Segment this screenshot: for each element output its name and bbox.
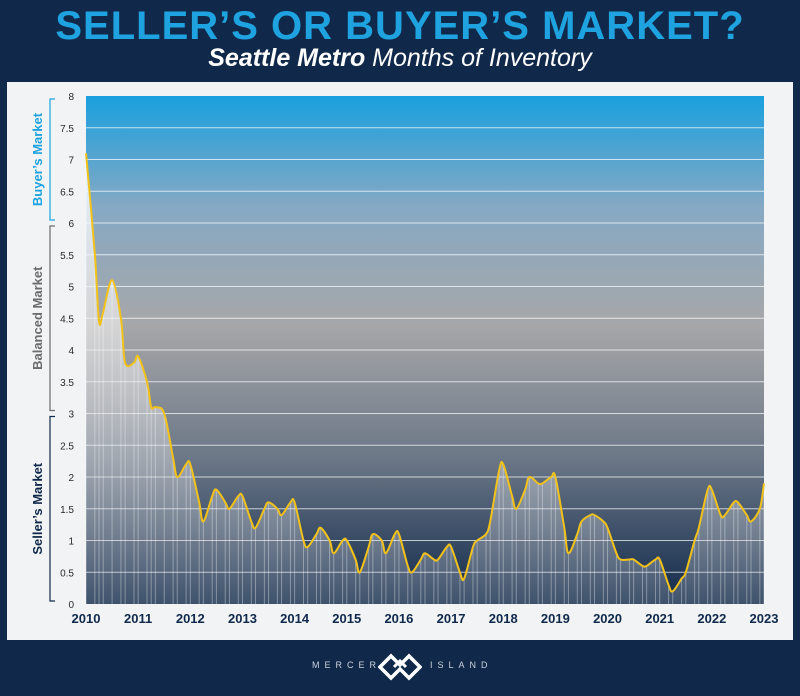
- x-tick-label: 2013: [228, 611, 257, 626]
- y-tick-label: 2: [68, 473, 74, 484]
- x-tick-label: 2020: [593, 611, 622, 626]
- x-tick-label: 2016: [384, 611, 413, 626]
- market-band-label: Balanced Market: [30, 266, 45, 370]
- y-tick-label: 4.5: [60, 314, 74, 325]
- market-band-bracket: [49, 98, 55, 221]
- x-axis: 2010 2011 2012 2013 2014 2015 2016 2017 2018 2019…: [72, 611, 779, 626]
- x-tick-label: 2010: [72, 611, 101, 626]
- market-band-bracket: [49, 415, 55, 602]
- y-tick-label: 5.5: [60, 251, 74, 262]
- x-tick-label: 2023: [750, 611, 779, 626]
- y-tick-label: 8: [68, 92, 74, 103]
- chart-title: SELLER’S OR BUYER’S MARKET?: [55, 4, 745, 48]
- windermere-logo-icon: [378, 653, 422, 681]
- y-tick-label: 1: [68, 537, 74, 548]
- y-tick-label: 5: [68, 283, 74, 294]
- y-tick-label: 7.5: [60, 124, 74, 135]
- x-tick-label: 2014: [280, 611, 310, 626]
- x-tick-label: 2011: [124, 611, 152, 626]
- x-tick-label: 2022: [697, 611, 726, 626]
- x-tick-label: 2019: [541, 611, 570, 626]
- y-tick-label: 3: [68, 410, 74, 421]
- series-area: [86, 153, 764, 604]
- market-band-label: Seller’s Market: [30, 462, 45, 554]
- y-tick-label: 1.5: [60, 505, 74, 516]
- x-tick-label: 2018: [489, 611, 518, 626]
- y-tick-label: 0.5: [60, 568, 74, 579]
- y-tick-label: 4: [68, 346, 74, 357]
- header: SELLER’S OR BUYER’S MARKET? Seattle Metr…: [0, 0, 800, 82]
- market-band-label: Buyer’s Market: [30, 112, 45, 206]
- footer: MERCER ISLAND: [0, 640, 800, 696]
- x-tick-label: 2017: [437, 611, 466, 626]
- area-layer: [85, 153, 765, 604]
- y-tick-label: 0: [68, 600, 74, 611]
- y-axis: 0 0.5 1 1.5 2 2.5 3 3.5 4 4.5 5 5.5 6 6.5 7 7.5 8: [60, 92, 74, 611]
- subtitle-bold: Seattle Metro: [208, 44, 366, 72]
- y-tick-label: 6: [68, 219, 74, 230]
- subtitle-rest: Months of Inventory: [365, 44, 592, 72]
- series-line: [85, 153, 765, 593]
- brand-right: ISLAND: [430, 660, 493, 670]
- x-tick-label: 2015: [332, 611, 361, 626]
- market-band-bracket: [49, 225, 55, 412]
- x-tick-label: 2021: [645, 611, 674, 626]
- y-tick-label: 2.5: [60, 441, 74, 452]
- brand-left: MERCER: [312, 660, 382, 670]
- y-tick-label: 3.5: [60, 378, 74, 389]
- y-tick-label: 7: [68, 156, 74, 167]
- x-tick-label: 2012: [176, 611, 205, 626]
- y-tick-label: 6.5: [60, 187, 74, 198]
- market-bands: Buyer’s Market Balanced Market Seller’s Ma…: [30, 98, 55, 602]
- chart-subtitle: Seattle Metro Months of Inventory: [0, 44, 800, 73]
